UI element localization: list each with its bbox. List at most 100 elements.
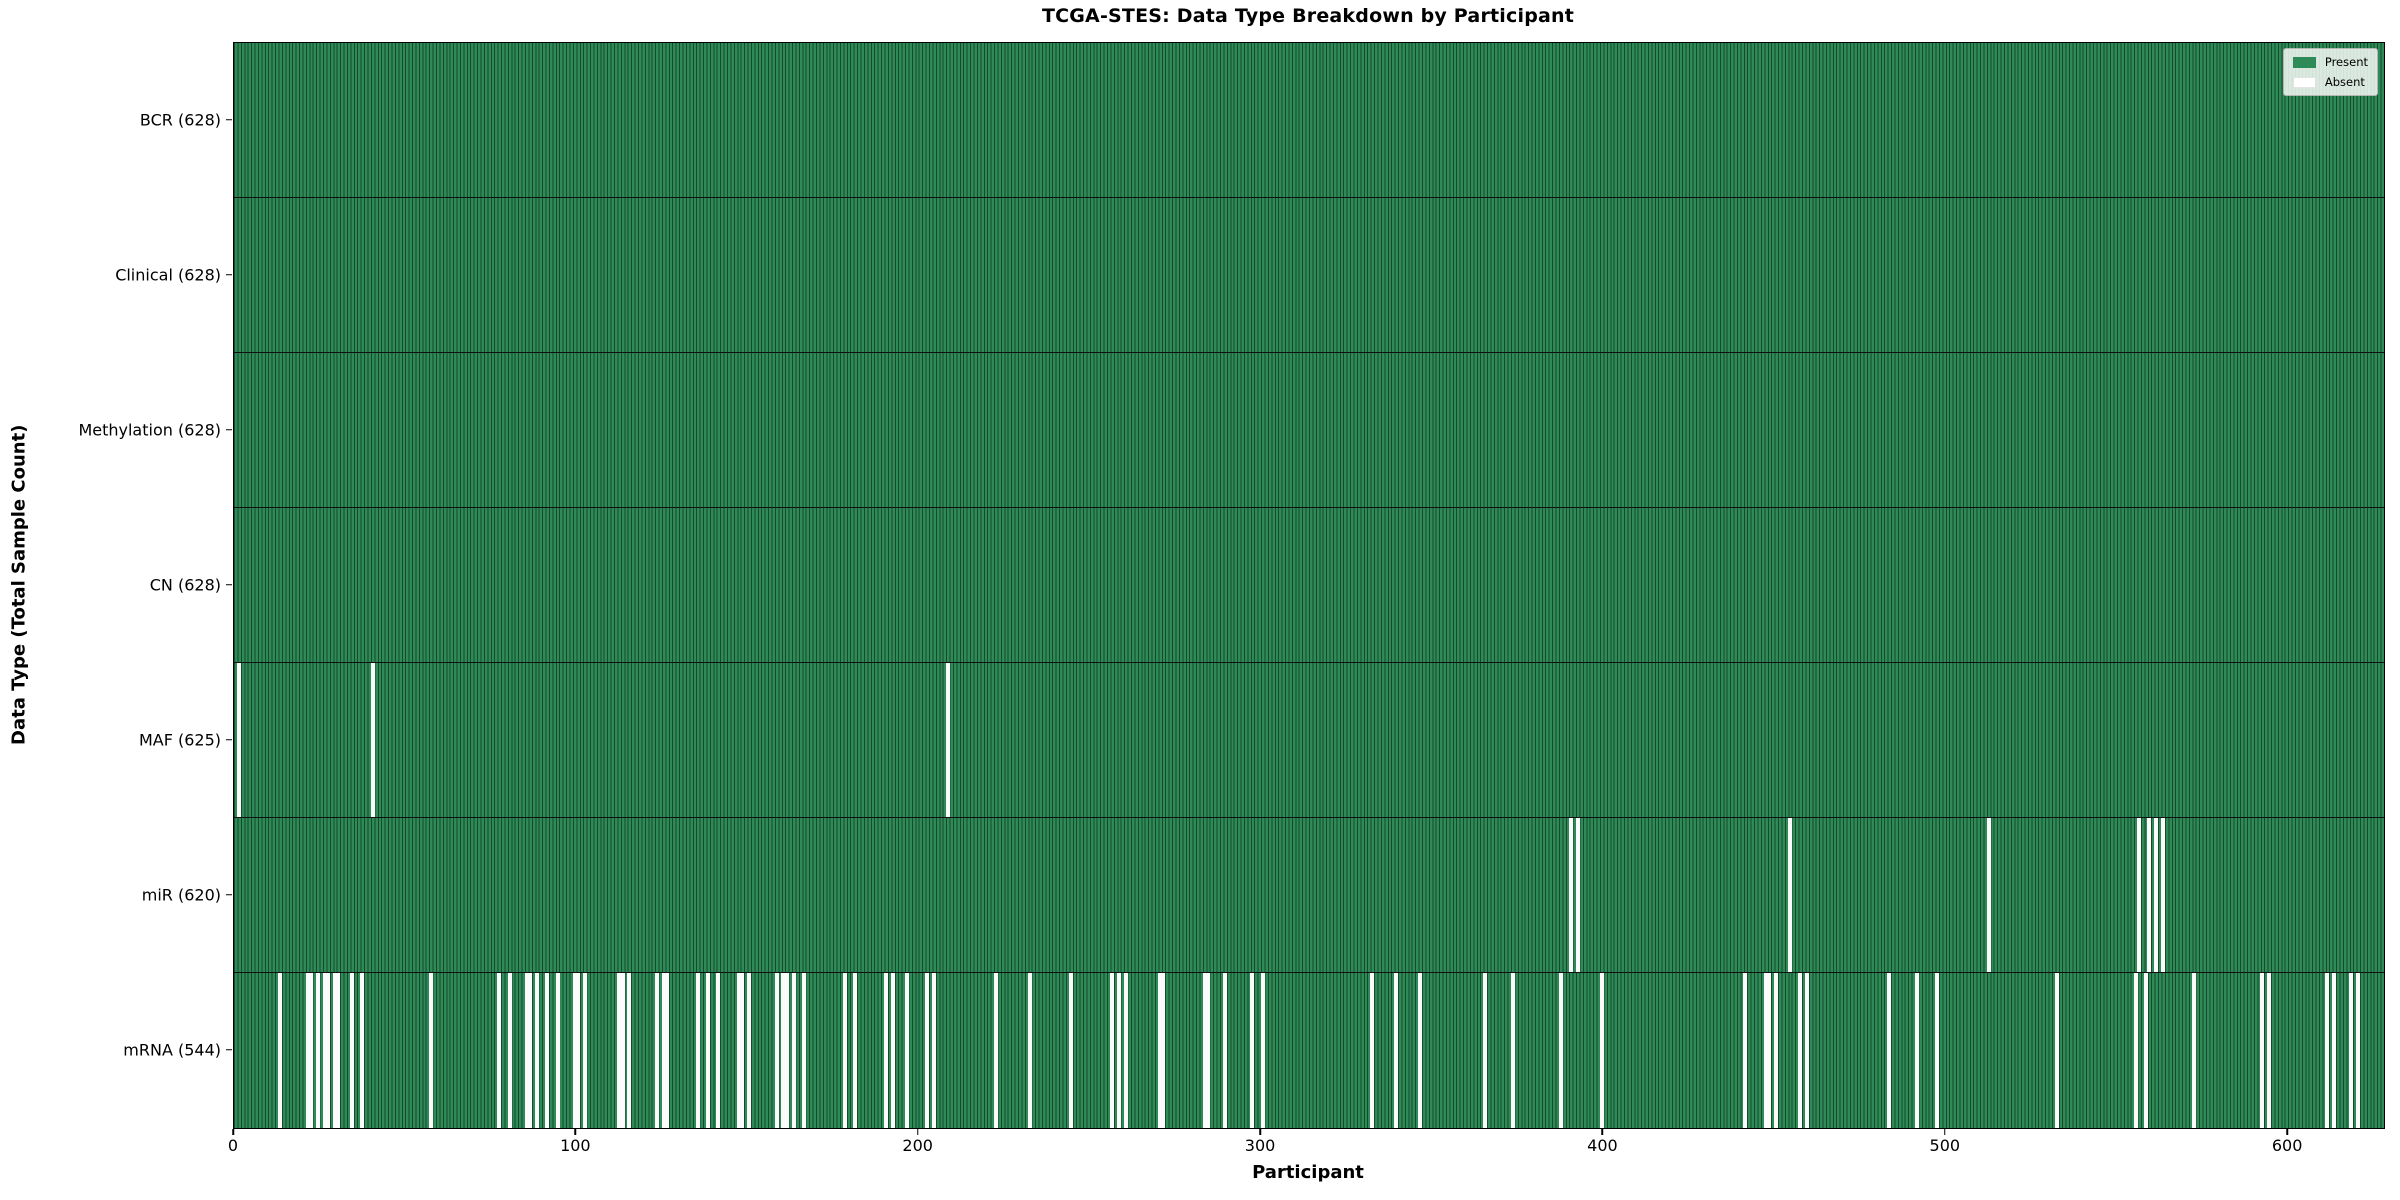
x-tick-mark-600 [2286,1129,2288,1135]
absent-stripe-mRNA-115 [627,973,632,1128]
absent-stripe-mRNA-232 [1027,973,1032,1128]
absent-stripe-mRNA-283 [1202,973,1207,1128]
absent-stripe-mRNA-125 [661,973,666,1128]
absent-stripe-mRNA-163 [791,973,796,1128]
absent-stripe-mRNA-270 [1158,973,1163,1128]
absent-stripe-mRNA-448 [1767,973,1772,1128]
x-tick-label-200: 200 [902,1136,933,1155]
absent-stripe-mRNA-457 [1798,973,1803,1128]
absent-stripe-mRNA-244 [1069,973,1074,1128]
y-tick-mark-Methylation [226,428,232,431]
row-CN [234,508,2384,663]
absent-stripe-mRNA-88 [534,973,539,1128]
absent-stripe-mRNA-271 [1161,973,1166,1128]
legend: Present Absent [2282,48,2378,96]
absent-stripe-mRNA-611 [2325,973,2330,1128]
absent-stripe-mRNA-150 [747,973,752,1128]
absent-stripe-mRNA-100 [576,973,581,1128]
y-tick-label-MAF: MAF (625) [138,730,221,749]
absent-stripe-mRNA-161 [784,973,789,1128]
absent-stripe-mRNA-126 [665,973,670,1128]
absent-stripe-miR-561 [2154,818,2159,972]
x-tick-label-400: 400 [1587,1136,1618,1155]
y-tick-label-mRNA: mRNA (544) [123,1040,221,1059]
absent-stripe-mRNA-447 [1764,973,1769,1128]
absent-stripe-mRNA-85 [524,973,529,1128]
x-tick-mark-500 [1944,1129,1946,1135]
absent-stripe-mRNA-497 [1935,973,1940,1128]
y-tick-mark-mRNA [226,1048,232,1051]
absent-stripe-mRNA-258 [1116,973,1121,1128]
absent-stripe-mRNA-441 [1743,973,1748,1128]
absent-stripe-mRNA-77 [497,973,502,1128]
absent-stripe-mRNA-592 [2260,973,2265,1128]
absent-stripe-mRNA-192 [891,973,896,1128]
absent-stripe-mRNA-27 [326,973,331,1128]
y-tick-mark-BCR [226,118,232,121]
absent-stripe-mRNA-21 [305,973,310,1128]
row-BCR [234,43,2384,198]
absent-stripe-mRNA-387 [1558,973,1563,1128]
absent-stripe-mRNA-365 [1483,973,1488,1128]
absent-stripe-mRNA-13 [278,973,283,1128]
absent-stripe-mRNA-37 [360,973,365,1128]
y-tick-label-Clinical: Clinical (628) [115,265,221,284]
absent-stripe-mRNA-30 [336,973,341,1128]
absent-stripe-mRNA-594 [2267,973,2272,1128]
row-mRNA [234,973,2384,1128]
absent-stripe-mRNA-57 [428,973,433,1128]
absent-stripe-mRNA-572 [2191,973,2196,1128]
x-tick-label-600: 600 [2271,1136,2303,1155]
absent-stripe-MAF-40 [370,663,375,817]
absent-stripe-mRNA-94 [555,973,560,1128]
absent-stripe-mRNA-181 [853,973,858,1128]
absent-stripe-mRNA-99 [572,973,577,1128]
absent-stripe-mRNA-166 [802,973,806,1128]
absent-stripe-mRNA-450 [1774,973,1779,1128]
absent-stripe-miR-563 [2161,818,2166,972]
absent-stripe-mRNA-373 [1510,973,1515,1128]
absent-stripe-mRNA-22 [309,973,314,1128]
absent-stripe-mRNA-178 [843,973,848,1128]
absent-stripe-MAF-1 [237,663,242,817]
chart-title: TCGA-STES: Data Type Breakdown by Partic… [1041,5,1575,27]
absent-stripe-mRNA-196 [904,973,909,1128]
x-tick-mark-100 [574,1129,577,1135]
absent-stripe-mRNA-284 [1205,973,1210,1128]
absent-stripe-mRNA-297 [1250,973,1255,1128]
legend-label-present: Present [2324,55,2368,69]
absent-stripe-mRNA-332 [1370,973,1375,1128]
absent-stripe-mRNA-204 [932,973,937,1128]
legend-label-absent: Absent [2324,75,2365,89]
absent-stripe-mRNA-135 [695,973,700,1128]
absent-stripe-mRNA-147 [736,973,741,1128]
absent-stripe-mRNA-289 [1223,973,1228,1128]
x-tick-label-0: 0 [227,1136,239,1155]
absent-stripe-mRNA-26 [322,973,327,1128]
absent-stripe-mRNA-80 [507,973,512,1128]
absent-stripe-mRNA-112 [617,973,622,1128]
absent-stripe-mRNA-300 [1260,973,1265,1128]
legend-item-absent: Absent [2292,75,2368,89]
plot-area: Present Absent [233,42,2385,1129]
absent-stripe-mRNA-459 [1805,973,1810,1128]
y-tick-mark-CN [226,583,232,586]
row-Methylation [234,353,2384,508]
absent-stripe-mRNA-618 [2349,973,2354,1128]
absent-stripe-mRNA-256 [1110,973,1115,1128]
legend-swatch-absent-icon [2292,76,2316,88]
absent-stripe-mRNA-491 [1914,973,1919,1128]
x-tick-mark-0 [232,1129,234,1135]
y-tick-label-CN: CN (628) [149,575,221,594]
x-tick-label-300: 300 [1244,1136,1276,1155]
absent-stripe-mRNA-190 [884,973,889,1128]
row-MAF [234,663,2384,818]
row-Clinical [234,198,2384,353]
absent-stripe-mRNA-158 [774,973,779,1128]
absent-stripe-mRNA-399 [1599,973,1604,1128]
absent-stripe-mRNA-260 [1123,973,1128,1128]
absent-stripe-mRNA-346 [1418,973,1423,1128]
legend-swatch-present-icon [2292,56,2316,68]
absent-stripe-MAF-208 [945,663,950,817]
